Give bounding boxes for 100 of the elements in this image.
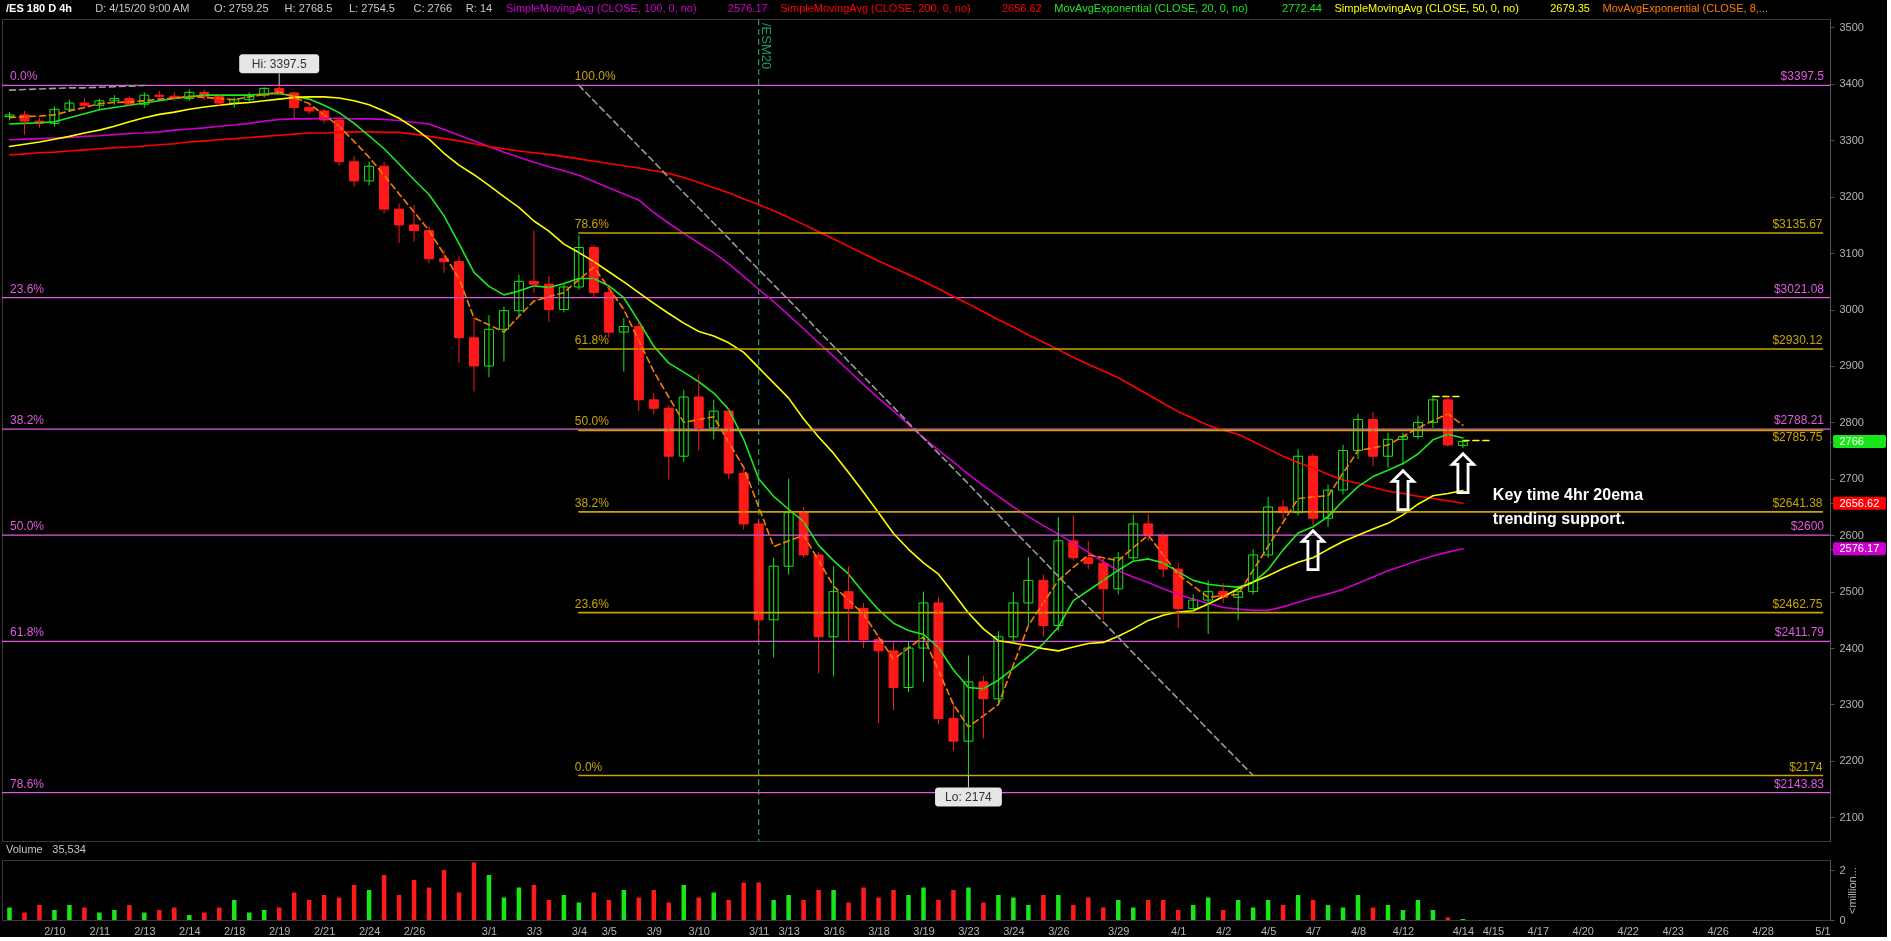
annotation: 23.6% xyxy=(10,281,45,296)
annotation: 38.2% xyxy=(574,495,610,510)
annotation: 0.0% xyxy=(10,69,38,84)
bar xyxy=(861,887,866,920)
chart-title: Volume xyxy=(6,843,43,855)
candlestick xyxy=(978,675,989,739)
bar xyxy=(981,902,986,920)
annotation: 78.6% xyxy=(10,776,45,791)
candlestick xyxy=(1008,591,1019,643)
text: SimpleMovingAvg (CLOSE, 200, 0, no) xyxy=(780,2,971,14)
candlestick xyxy=(618,317,629,373)
bar xyxy=(82,907,87,920)
ref-line-label: $2600 xyxy=(1790,519,1825,534)
candlestick xyxy=(948,703,959,752)
ref-line-label: $2411.79 xyxy=(1774,625,1825,640)
candlestick xyxy=(828,565,839,677)
x-tick-label: 3/23 xyxy=(958,924,980,937)
bar xyxy=(202,912,207,920)
bar xyxy=(1056,895,1061,920)
x-tick-label: 3/4 xyxy=(571,924,588,937)
annotation: Lo: 2174 xyxy=(945,790,993,805)
bar xyxy=(1026,905,1031,920)
bar xyxy=(996,895,1001,920)
bar xyxy=(831,890,836,920)
bar xyxy=(786,895,791,920)
bar xyxy=(801,900,806,920)
x-tick-label: 2/10 xyxy=(44,924,66,937)
ref-line-label: $3397.5 xyxy=(1780,69,1825,84)
x-tick-label: 4/17 xyxy=(1527,924,1550,937)
y-tick-label: 2656.62 xyxy=(1839,496,1880,509)
y-tick-label: 2500 xyxy=(1839,585,1864,598)
candlestick xyxy=(154,90,165,101)
y-tick-label: 2800 xyxy=(1839,415,1864,428)
x-tick-label: 4/8 xyxy=(1350,924,1367,937)
candlestick xyxy=(4,111,15,122)
candlestick xyxy=(19,110,30,136)
bar xyxy=(696,897,701,920)
bar xyxy=(876,897,881,920)
bar xyxy=(846,902,851,920)
bar xyxy=(1011,897,1016,920)
x-tick-label: 3/1 xyxy=(481,924,498,937)
y-tick-label: 2900 xyxy=(1839,359,1864,372)
x-tick-label: 4/15 xyxy=(1482,924,1505,937)
candlestick xyxy=(858,602,869,649)
y-tick-label: 2300 xyxy=(1839,697,1864,710)
x-tick-label: 3/9 xyxy=(646,924,662,937)
bar xyxy=(966,887,971,920)
bar xyxy=(921,887,926,920)
y-tick-label: 3000 xyxy=(1839,303,1864,316)
text: H: 2768.5 xyxy=(284,2,333,14)
candlestick xyxy=(888,641,899,711)
x-tick-label: 3/10 xyxy=(688,924,710,937)
annotation: 78.6% xyxy=(574,217,610,232)
y-tick-label: 2 xyxy=(1839,863,1846,876)
y-tick-label: 3400 xyxy=(1839,77,1864,90)
annotation: 50.0% xyxy=(574,414,610,429)
candlestick xyxy=(64,99,75,113)
x-tick-label: 3/29 xyxy=(1108,924,1130,937)
bar xyxy=(157,910,162,920)
candlestick xyxy=(1023,556,1034,626)
x-tick-label: 2/24 xyxy=(358,924,381,937)
x-tick-label: 4/2 xyxy=(1216,924,1232,937)
x-tick-label: 2/14 xyxy=(179,924,201,937)
bar xyxy=(142,912,147,920)
bar xyxy=(891,890,896,920)
x-tick-label: 3/19 xyxy=(913,924,935,937)
bar xyxy=(1116,900,1121,920)
y-tick-label: 3100 xyxy=(1839,246,1864,259)
x-tick-label: 4/20 xyxy=(1572,924,1594,937)
bar xyxy=(217,907,222,920)
ref-line-label: $2143.83 xyxy=(1773,776,1825,791)
annotation: $2641.38 xyxy=(1772,495,1823,510)
chart-title: /ES 180 D 4h xyxy=(6,2,73,14)
x-tick-label: 2/18 xyxy=(224,924,246,937)
annotation: $2462.75 xyxy=(1772,596,1823,611)
text: R: 14 xyxy=(465,2,493,14)
x-tick-label: 2/21 xyxy=(313,924,336,937)
bar xyxy=(1041,895,1046,920)
y-tick-label: 2700 xyxy=(1839,472,1864,485)
y-tick-label: 2400 xyxy=(1839,641,1864,654)
bar xyxy=(771,900,776,920)
y-tick-label: 0 xyxy=(1839,913,1846,926)
bar xyxy=(1101,907,1106,920)
text: SimpleMovingAvg (CLOSE, 50, 0, no) xyxy=(1334,2,1519,14)
text: 35,534 xyxy=(52,843,86,855)
x-tick-label: 3/18 xyxy=(868,924,890,937)
bar xyxy=(756,882,761,920)
bar xyxy=(1086,897,1091,920)
candlestick xyxy=(109,94,120,106)
bar xyxy=(1071,905,1076,920)
bar xyxy=(906,895,911,920)
bar xyxy=(22,912,27,920)
x-tick-label: 3/11 xyxy=(748,924,770,937)
y-tick-label: 2576.17 xyxy=(1839,542,1880,555)
x-tick-label: 2/19 xyxy=(268,924,291,937)
annotation: 61.8% xyxy=(10,625,45,640)
x-tick-label: 3/13 xyxy=(778,924,800,937)
bar xyxy=(67,905,72,920)
x-tick-label: 4/14 xyxy=(1452,924,1475,937)
text: MovAvgExponential (CLOSE, 20, 0, no) xyxy=(1054,2,1248,14)
